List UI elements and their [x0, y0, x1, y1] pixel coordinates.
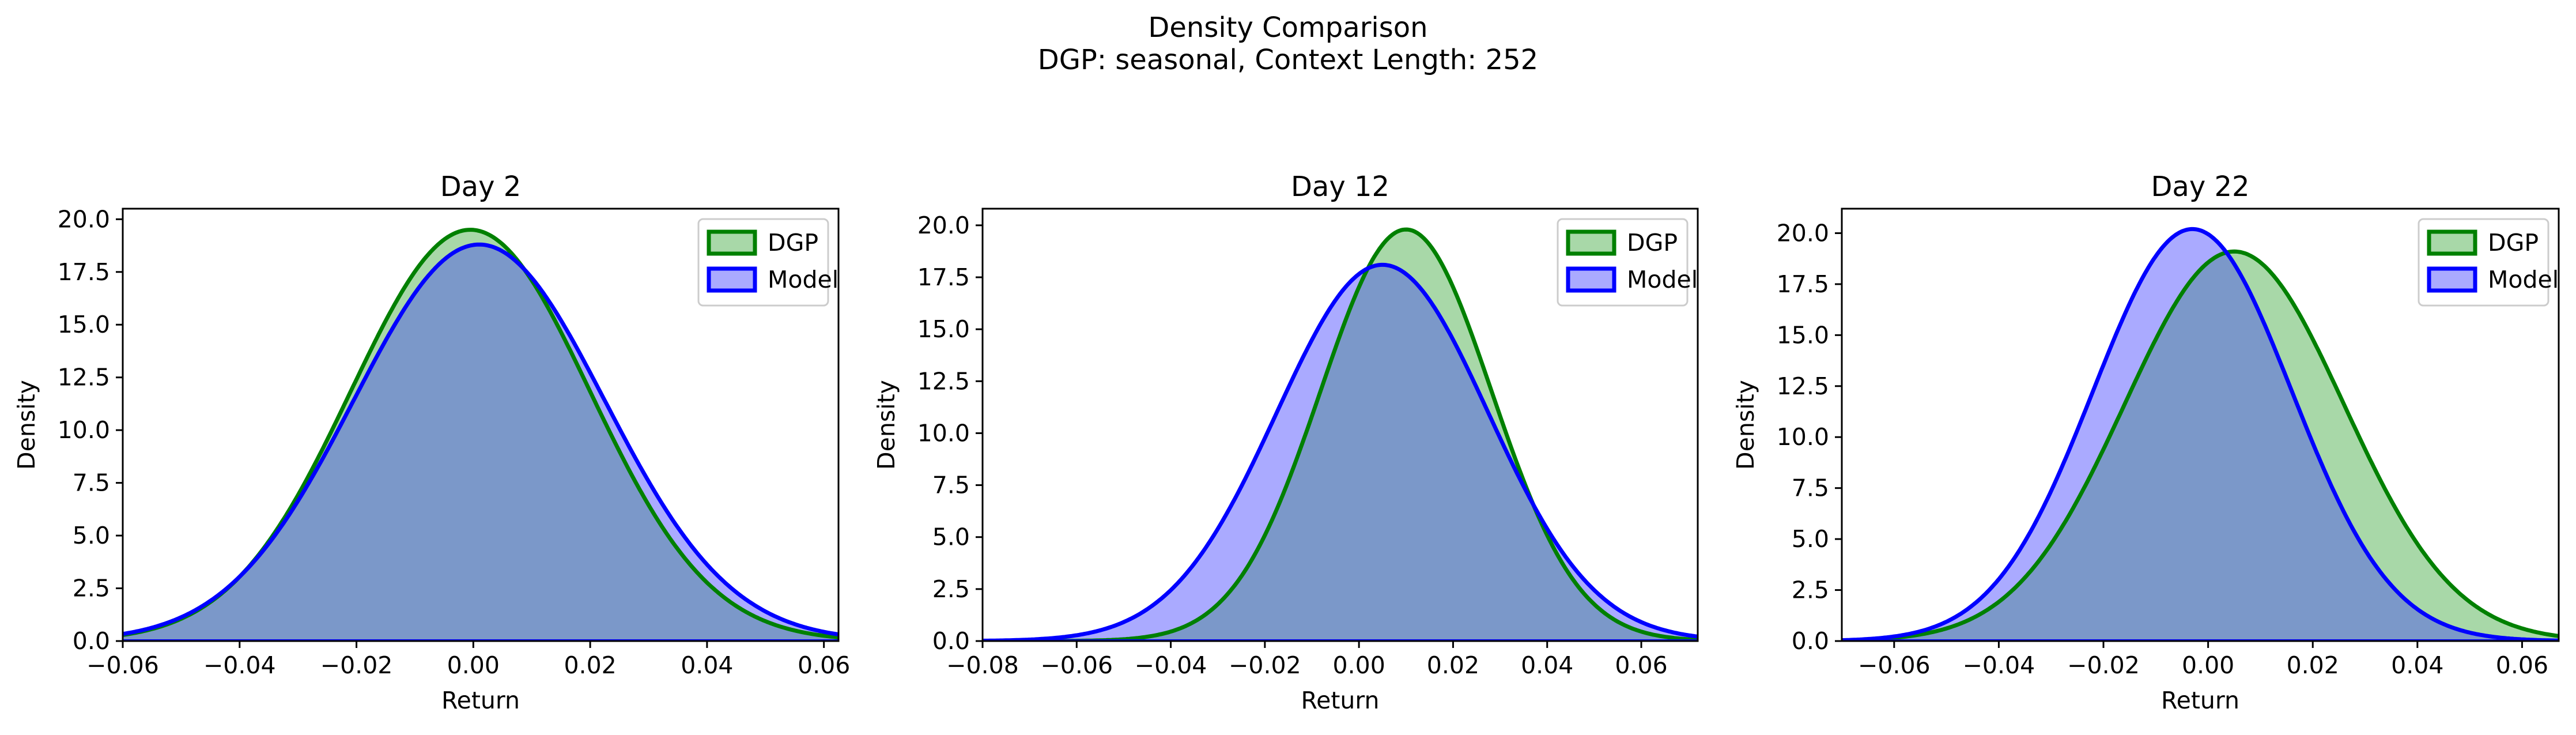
subplot-3: −0.06 −0.04 −0.02 0.00 0.02 0.04 0.06 0.0 2.5 5.0…	[1732, 171, 2560, 714]
legend: DGP Model	[2418, 218, 2559, 307]
axes-frame	[981, 208, 1699, 642]
subplot-title: Day 22	[2151, 171, 2249, 203]
x-axis-label: Return	[441, 687, 520, 714]
x-tick-label: −0.06	[86, 651, 159, 679]
y-tick-label: 15.0	[917, 315, 970, 343]
y-tick-label: 5.0	[1792, 525, 1829, 553]
legend-swatch-dgp	[2427, 229, 2477, 256]
area-overlap	[123, 244, 838, 641]
legend-swatch-model	[1566, 266, 1616, 293]
y-tick-label: 20.0	[58, 205, 110, 233]
x-tick-label: 0.02	[2287, 651, 2339, 679]
y-tick-label: 20.0	[917, 212, 970, 239]
legend-label-dgp: DGP	[1627, 229, 1678, 257]
y-tick-label: 0.0	[73, 627, 110, 655]
line-model	[1842, 227, 2559, 641]
y-axis-label: Density	[872, 380, 900, 470]
y-tick-label: 7.5	[1792, 474, 1829, 502]
y-tick-label: 10.0	[58, 416, 110, 444]
y-tick-label: 12.5	[58, 364, 110, 391]
legend-label-model: Model	[1627, 266, 1698, 293]
x-axis-label: Return	[2161, 687, 2239, 714]
line-model	[123, 242, 838, 636]
legend-label-dgp: DGP	[2488, 229, 2539, 257]
y-tick-label: 17.5	[58, 258, 110, 286]
x-tick-label: 0.00	[1333, 651, 1385, 679]
x-tick-label: 0.02	[564, 651, 616, 679]
x-tick-label: −0.04	[203, 651, 276, 679]
legend: DGP Model	[1557, 218, 1698, 307]
y-tick-label: 15.0	[1777, 321, 1829, 349]
subplot-title: Day 12	[1291, 171, 1389, 203]
x-tick-label: −0.02	[320, 651, 393, 679]
x-tick-label: 0.06	[798, 651, 850, 679]
x-tick-label: 0.04	[681, 651, 733, 679]
legend-swatch-model	[707, 266, 757, 293]
y-tick-label: 17.5	[917, 263, 970, 291]
x-tick-label: −0.06	[1040, 651, 1113, 679]
x-tick-label: −0.04	[1963, 651, 2035, 679]
x-tick-label: −0.06	[1858, 651, 1931, 679]
legend-swatch-model	[2427, 266, 2477, 293]
y-tick-label: 15.0	[58, 311, 110, 338]
subplot-1: −0.06 −0.04 −0.02 0.00 0.02 0.04 0.06 0.0 2.5 5.0…	[13, 171, 850, 714]
x-tick-label: 0.00	[447, 651, 500, 679]
x-tick-label: 0.02	[1427, 651, 1479, 679]
line-dgp	[1842, 249, 2559, 641]
y-tick-label: 20.0	[1777, 219, 1829, 247]
legend-swatch-dgp	[707, 229, 757, 256]
y-tick-label: 10.0	[917, 419, 970, 447]
y-tick-label: 0.0	[1792, 627, 1829, 655]
subplot-2: −0.08 −0.06 −0.04 −0.02 0.00 0.02 0.04 0.06 0.0 2…	[872, 171, 1699, 714]
y-tick-label: 10.0	[1777, 423, 1829, 451]
plot-area	[123, 228, 838, 641]
figure-title: Density Comparison	[1148, 12, 1428, 44]
y-tick-label: 12.5	[917, 367, 970, 395]
y-tick-label: 0.0	[932, 627, 970, 655]
y-tick-label: 12.5	[1777, 372, 1829, 400]
area-overlap	[983, 265, 1698, 641]
y-tick-label: 7.5	[932, 472, 970, 499]
plot-area	[1842, 227, 2559, 641]
line-model	[983, 262, 1698, 641]
x-tick-label: −0.08	[946, 651, 1019, 679]
x-tick-label: 0.00	[2182, 651, 2234, 679]
x-axis-label: Return	[1301, 687, 1379, 714]
subplot-title: Day 2	[440, 171, 522, 203]
legend-label-dgp: DGP	[768, 229, 818, 257]
area-overlap	[1842, 252, 2559, 641]
legend-label-model: Model	[768, 266, 838, 293]
legend-swatch-dgp	[1566, 229, 1616, 256]
x-tick-label: −0.02	[1229, 651, 1301, 679]
y-tick-label: 5.0	[73, 522, 110, 549]
y-axis-label: Density	[13, 380, 40, 470]
x-tick-label: 0.04	[1521, 651, 1573, 679]
y-tick-label: 7.5	[73, 469, 110, 497]
axes-frame	[1841, 208, 2560, 642]
x-tick-label: −0.02	[2067, 651, 2140, 679]
x-tick-label: 0.06	[1615, 651, 1667, 679]
y-tick-label: 2.5	[73, 575, 110, 602]
x-tick-label: 0.04	[2391, 651, 2443, 679]
y-axis-label: Density	[1732, 380, 1759, 470]
figure-subtitle: DGP: seasonal, Context Length: 252	[1037, 44, 1539, 76]
x-tick-label: 0.06	[2496, 651, 2548, 679]
y-tick-label: 2.5	[1792, 576, 1829, 604]
legend: DGP Model	[697, 218, 838, 307]
legend-label-model: Model	[2488, 266, 2559, 293]
x-tick-label: −0.04	[1135, 651, 1207, 679]
y-tick-label: 2.5	[932, 575, 970, 603]
y-tick-label: 17.5	[1777, 270, 1829, 298]
axes-frame	[122, 208, 840, 642]
y-tick-label: 5.0	[932, 523, 970, 551]
